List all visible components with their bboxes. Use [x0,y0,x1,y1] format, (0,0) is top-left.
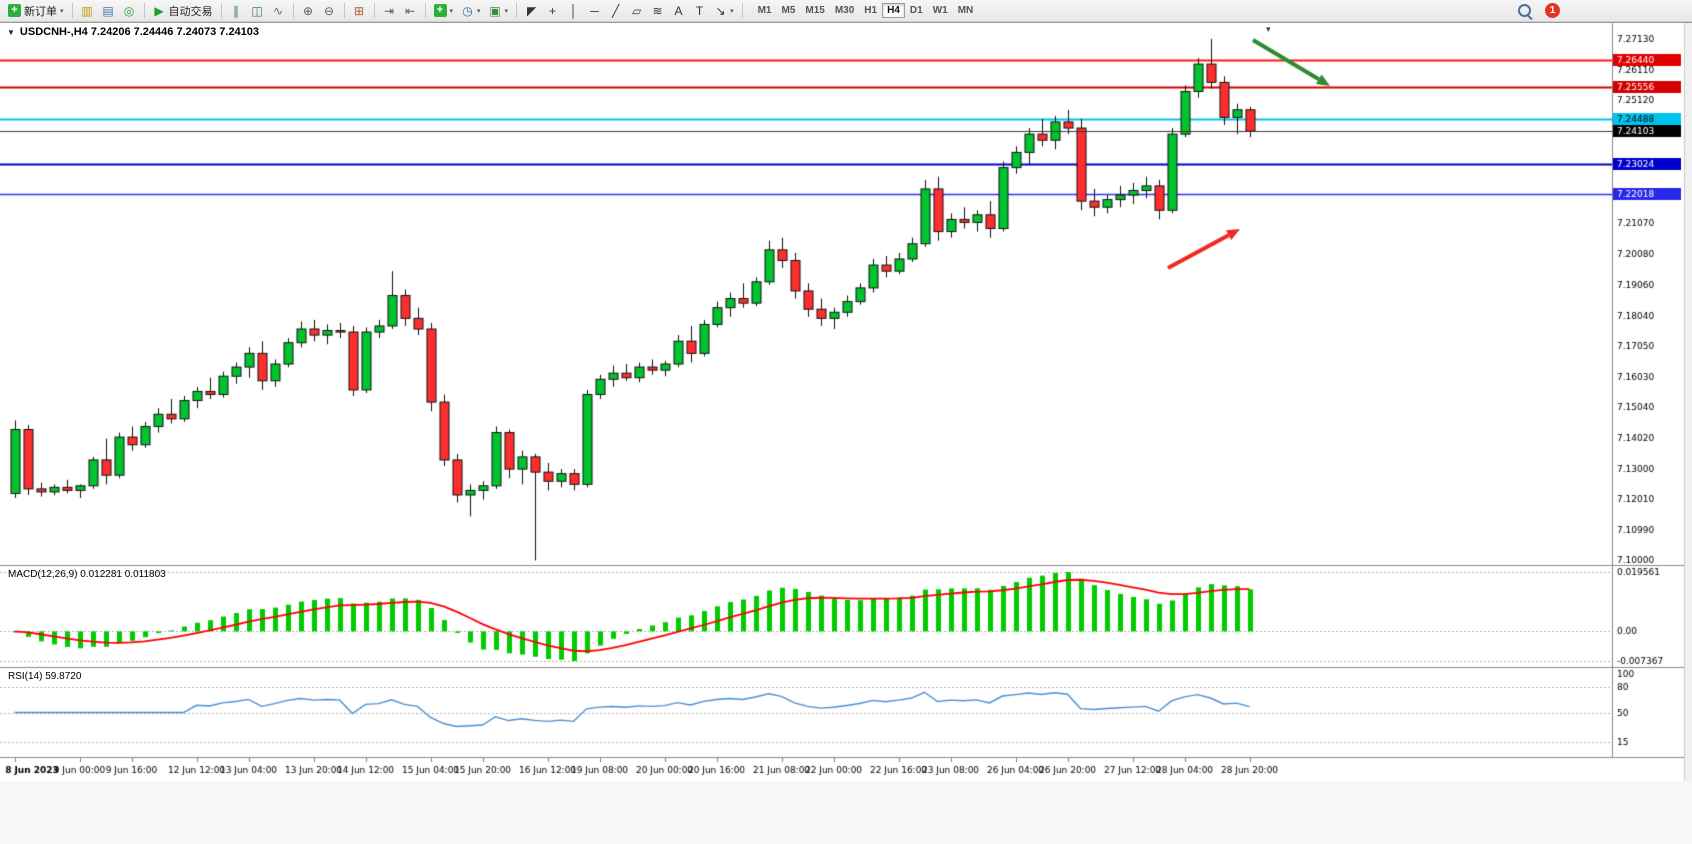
auto-scroll-icon: ⇥ [383,3,395,18]
periods-button[interactable]: ◷ ▾ [457,2,485,20]
channel-button[interactable]: ▱ [626,2,647,20]
arrow-object-icon: ↘ [715,3,726,18]
chart-shift-button[interactable]: ⇤ [400,2,421,20]
text-icon: A [674,3,683,18]
tile-windows-button[interactable]: ⊞ [349,2,370,20]
toolbar-right: 1 [1518,3,1560,18]
one-click-collapse-icon[interactable]: ▼ [7,27,15,37]
toolbar-separator [292,3,294,18]
trendline-button[interactable]: ╱ [605,2,626,20]
candlestick-chart-icon: ◫ [251,3,263,18]
timeframe-d1-button[interactable]: D1 [905,3,928,18]
charts-window-button[interactable]: ▥ [77,2,98,20]
crosshair-icon: + [549,3,557,18]
timeframe-m15-button[interactable]: M15 [800,3,829,18]
line-chart-button[interactable]: ∿ [268,2,289,20]
dropdown-caret-icon: ▾ [730,7,734,15]
bar-chart-icon: ∥ [233,3,240,18]
community-button[interactable]: ◎ [119,2,140,20]
toolbar-separator [343,3,345,18]
chart-template-icon: ▣ [489,3,501,18]
line-chart-icon: ∿ [272,3,284,18]
timeframe-buttons: M1 M5 M15 M30 H1 H4 D1 W1 MN [753,3,979,18]
new-order-button-label: 新订单 [24,5,57,18]
clock-icon: ◷ [462,3,473,18]
dropdown-caret-icon: ▾ [477,7,481,15]
timeframe-m5-button[interactable]: M5 [776,3,800,18]
timeframe-h4-button[interactable]: H4 [882,3,905,18]
timeframe-mn-button[interactable]: MN [953,3,979,18]
toolbar-separator [424,3,426,18]
cursor-button[interactable]: ◤ [521,2,542,20]
zoom-out-button[interactable]: ⊖ [319,2,340,20]
tile-windows-icon: ⊞ [353,3,365,18]
timeframe-m30-button[interactable]: M30 [830,3,859,18]
cursor-icon: ◤ [526,3,537,18]
toolbar-separator [71,3,73,18]
new-order-button[interactable]: + 新订单 ▾ [4,2,68,20]
crosshair-button[interactable]: + [542,2,563,20]
main-toolbar: + 新订单 ▾ ▥ ▤ ◎ ▶ 自动交易 ∥ ◫ ∿ ⊕ ⊖ ⊞ ⇥ ⇤ + ▾ ◷ ▾ ▣ ▾ ◤ + │ ─ ╱ ▱ ≋ A T ↘ ▾ M… [0,0,1692,22]
dropdown-caret-icon: ▾ [60,7,64,15]
search-icon[interactable] [1518,4,1531,17]
label-button[interactable]: T [689,2,710,20]
notification-badge[interactable]: 1 [1545,3,1560,18]
chart-shift-marker[interactable]: ▾ [1266,24,1271,34]
price-chart-canvas[interactable] [0,23,1692,781]
horizontal-line-button[interactable]: ─ [584,2,605,20]
arrows-button[interactable]: ↘ ▾ [710,2,738,20]
autotrading-icon: ▶ [154,3,164,18]
toolbar-separator [373,3,375,18]
toolbar-separator [143,3,145,18]
zoom-in-button[interactable]: ⊕ [298,2,319,20]
profiles-icon: ▤ [102,3,114,18]
vertical-line-button[interactable]: │ [563,2,584,20]
new-order-icon: + [8,4,21,17]
autotrading-button-label: 自动交易 [168,5,213,18]
timeframe-m1-button[interactable]: M1 [753,3,777,18]
chart-shift-icon: ⇤ [404,3,416,18]
timeframe-w1-button[interactable]: W1 [928,3,953,18]
dropdown-caret-icon: ▾ [504,7,509,15]
candlestick-chart-button[interactable]: ◫ [247,2,268,20]
fibonacci-icon: ≋ [652,3,663,18]
horizontal-line-icon: ─ [590,3,599,18]
chart-window: ▼ USDCNH-,H4 7.24206 7.24446 7.24073 7.2… [0,22,1692,782]
bar-chart-button[interactable]: ∥ [226,2,247,20]
toolbar-separator [516,3,518,18]
dropdown-caret-icon: ▾ [449,7,454,15]
auto-scroll-button[interactable]: ⇥ [379,2,400,20]
toolbar-separator [220,3,222,18]
charts-window-icon: ▥ [81,3,93,18]
indicators-button[interactable]: + ▾ [430,2,458,20]
autotrading-button[interactable]: ▶ 自动交易 [149,2,217,20]
text-button[interactable]: A [668,2,689,20]
toolbar-groups: + 新订单 ▾ ▥ ▤ ◎ ▶ 自动交易 ∥ ◫ ∿ ⊕ ⊖ ⊞ ⇥ ⇤ + ▾ ◷ ▾ ▣ ▾ ◤ + │ ─ ╱ ▱ ≋ A T ↘ ▾ [4,2,747,20]
zoom-in-icon: ⊕ [302,3,314,18]
indicators-add-icon: + [433,4,447,17]
toolbar-separator [741,3,743,18]
timeframe-h1-button[interactable]: H1 [859,3,882,18]
vertical-line-icon: │ [569,3,578,18]
window-bottom-space [0,781,1692,844]
text-label-icon: T [695,3,704,18]
zoom-out-icon: ⊖ [323,3,335,18]
profiles-button[interactable]: ▤ [98,2,119,20]
trendline-icon: ╱ [611,3,620,18]
fibonacci-button[interactable]: ≋ [647,2,668,20]
community-icon: ◎ [123,3,135,18]
equidistant-channel-icon: ▱ [631,3,642,18]
templates-button[interactable]: ▣ ▾ [485,2,513,20]
